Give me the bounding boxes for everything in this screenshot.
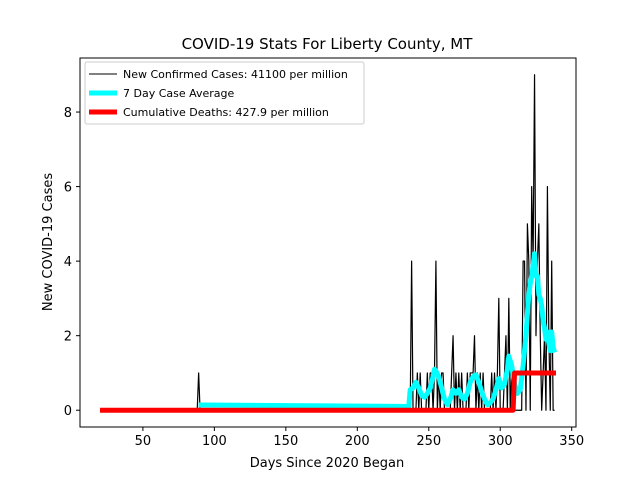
x-tick-label: 350 — [559, 434, 584, 449]
legend-label-cumulative-deaths: Cumulative Deaths: 427.9 per million — [123, 106, 329, 119]
y-tick-label: 8 — [64, 106, 72, 121]
x-tick-label: 200 — [345, 434, 370, 449]
x-axis: 50 100 150 200 250 300 350 — [135, 427, 584, 449]
x-tick-label: 250 — [416, 434, 441, 449]
legend-box — [84, 61, 365, 125]
legend: New Confirmed Cases: 41100 per million 7… — [84, 61, 365, 125]
x-axis-label: Days Since 2020 Began — [250, 456, 405, 471]
plot-content — [100, 74, 557, 413]
chart-title: COVID-19 Stats For Liberty County, MT — [182, 35, 474, 53]
x-tick-label: 300 — [488, 434, 513, 449]
y-axis-label: New COVID-19 Cases — [41, 173, 56, 311]
plot-frame — [79, 57, 577, 428]
x-tick-label: 150 — [273, 434, 298, 449]
legend-label-7-day-average: 7 Day Case Average — [123, 87, 235, 100]
y-tick-label: 4 — [64, 255, 72, 270]
y-tick-label: 2 — [64, 330, 72, 345]
x-tick-label: 100 — [202, 434, 227, 449]
y-tick-label: 6 — [64, 181, 72, 196]
y-tick-label: 0 — [64, 404, 72, 419]
legend-label-new-cases: New Confirmed Cases: 41100 per million — [123, 68, 348, 81]
series-line-7-day-average — [197, 251, 557, 409]
series-line-cumulative-deaths — [100, 370, 556, 413]
y-axis: 0 2 4 6 8 — [64, 106, 80, 419]
x-tick-label: 50 — [135, 434, 152, 449]
